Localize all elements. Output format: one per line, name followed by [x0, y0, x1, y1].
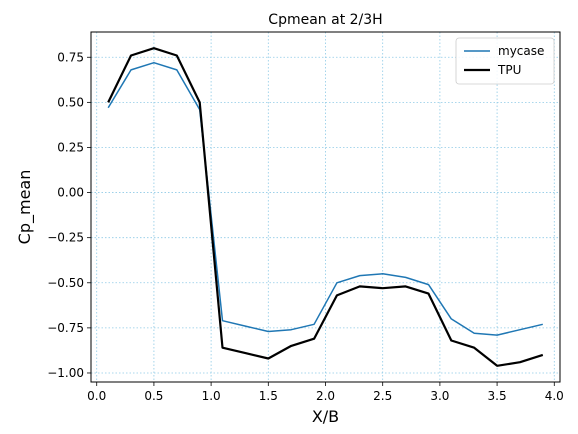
chart-title: Cpmean at 2/3H	[268, 12, 382, 28]
x-tick-label: 2.0	[316, 389, 335, 403]
y-tick-label: −0.25	[47, 231, 84, 245]
x-tick-label: 3.0	[430, 389, 449, 403]
series-line-tpu	[107, 47, 544, 367]
y-axis-label: Cp_mean	[15, 170, 35, 245]
x-tick-label: 0.5	[144, 389, 163, 403]
x-tick-label: 4.0	[545, 389, 564, 403]
y-tick-label: 0.25	[57, 140, 84, 154]
x-tick-label: 1.5	[259, 389, 278, 403]
legend-box	[455, 37, 555, 85]
legend-label-mycase: mycase	[498, 44, 544, 58]
y-tick-label: −0.50	[47, 276, 84, 290]
grid	[91, 32, 560, 382]
legend-label-tpu: TPU	[497, 63, 521, 77]
y-tick-label: 0.50	[57, 95, 84, 109]
y-tick-label: 0.75	[57, 50, 84, 64]
series-lines	[107, 47, 544, 367]
x-tick-label: 0.0	[87, 389, 106, 403]
legend: mycase TPU	[455, 37, 555, 85]
x-tick-label: 3.5	[488, 389, 507, 403]
series-line-mycase	[107, 61, 543, 336]
x-tick-label: 1.0	[202, 389, 221, 403]
y-tick-label: 0.00	[57, 186, 84, 200]
y-tick-label: −1.00	[47, 366, 84, 380]
x-axis-label: X/B	[312, 407, 339, 426]
y-tick-label: −0.75	[47, 321, 84, 335]
x-tick-label: 2.5	[373, 389, 392, 403]
ticks: 0.0 0.5 1.0 1.5 2.0 2.5 3.0 3.5 4.0 −1.00 −0.75 −0.…	[47, 50, 564, 403]
